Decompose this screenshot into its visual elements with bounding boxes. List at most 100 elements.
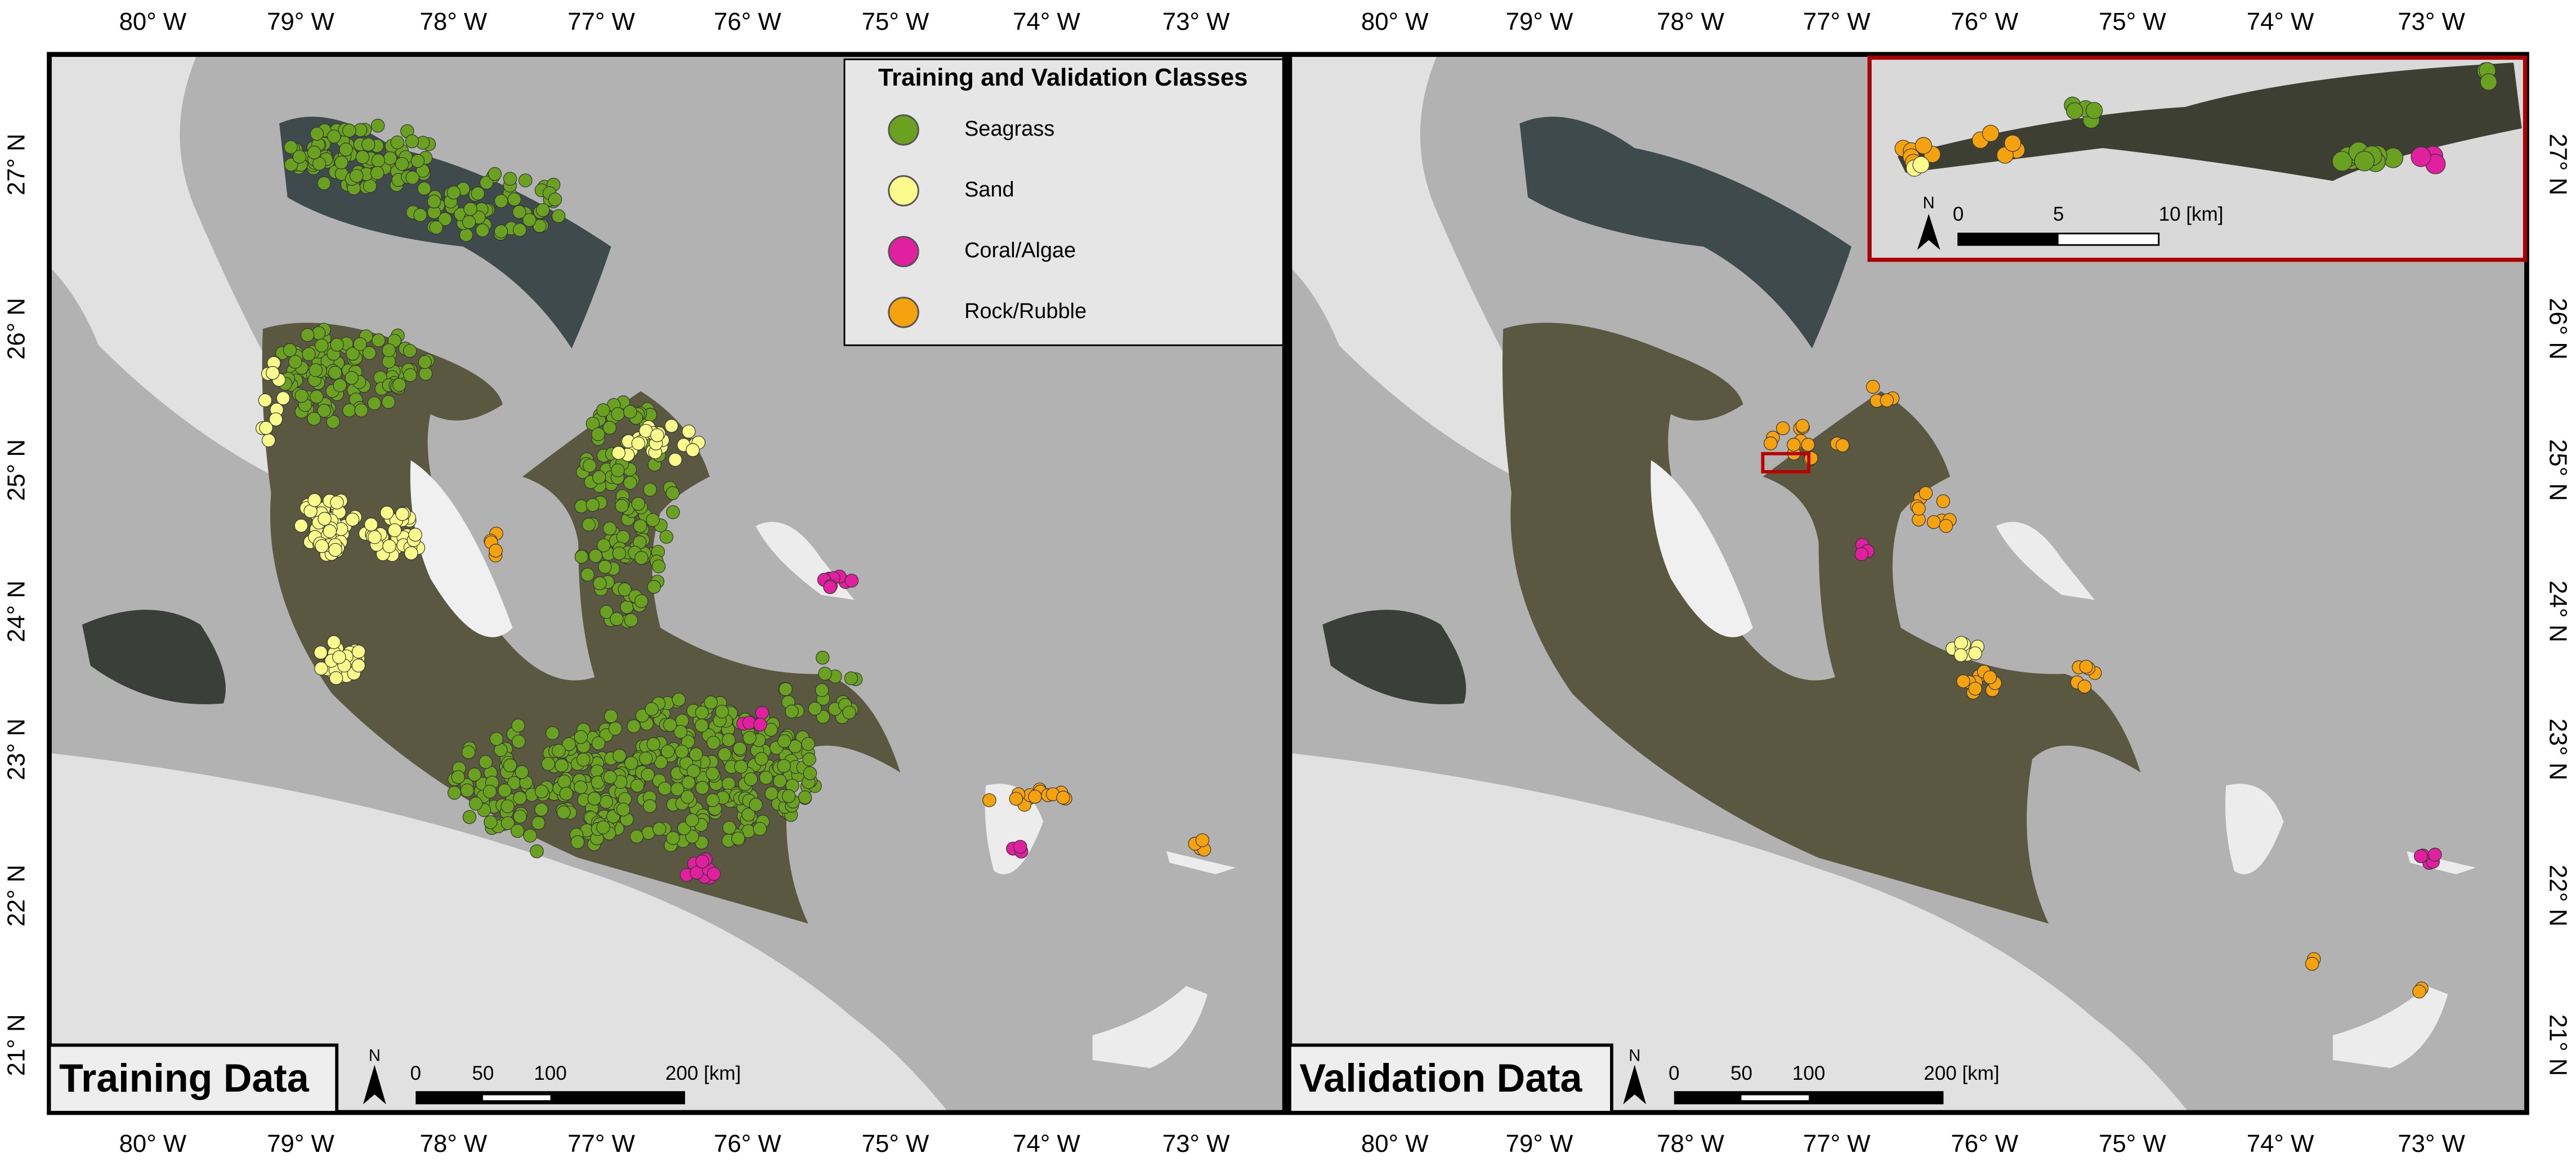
sample-point <box>706 866 721 881</box>
sample-point <box>754 752 768 766</box>
sample-point <box>333 378 347 392</box>
scale-label: 200 [km] <box>665 1062 741 1084</box>
sample-point <box>1787 437 1801 452</box>
sample-point <box>633 519 647 533</box>
sample-point <box>1854 547 1869 561</box>
sample-point <box>681 735 695 749</box>
longitude-label: 78° W <box>420 8 488 35</box>
sample-point <box>659 530 674 544</box>
sample-point <box>459 228 473 242</box>
latitude-label: 26° N <box>2544 298 2571 360</box>
sample-point <box>1912 156 1930 173</box>
sample-point <box>764 786 779 801</box>
sample-point <box>446 185 461 200</box>
legend-title: Training and Validation Classes <box>878 64 1248 91</box>
sample-point <box>570 835 585 850</box>
sample-point <box>307 493 322 507</box>
sample-point <box>650 428 664 443</box>
sample-point <box>612 749 627 763</box>
sample-point <box>610 612 624 626</box>
sample-point <box>342 123 356 138</box>
sample-point <box>666 505 680 520</box>
sample-point <box>611 463 625 477</box>
sample-point <box>686 443 700 457</box>
sample-point <box>533 219 547 233</box>
sample-point <box>638 752 653 766</box>
sample-point <box>643 799 657 814</box>
sample-point <box>1918 486 1933 500</box>
sample-point <box>518 173 533 187</box>
sample-point <box>361 137 375 151</box>
longitude-label: 75° W <box>2099 1130 2166 1157</box>
sample-point <box>1956 674 1970 689</box>
sample-point <box>494 194 508 208</box>
longitude-label: 73° W <box>2398 1130 2465 1157</box>
legend-swatch <box>888 236 919 267</box>
sample-point <box>314 662 328 676</box>
sample-point <box>627 719 641 734</box>
sample-point <box>370 166 384 180</box>
sample-point <box>982 793 996 807</box>
sample-point <box>777 759 791 773</box>
sample-point <box>2480 73 2497 91</box>
sample-point <box>753 821 767 836</box>
sample-point <box>777 734 791 748</box>
sample-point <box>641 767 655 782</box>
sample-point <box>429 220 443 235</box>
map-validation <box>1289 54 2527 1113</box>
sample-point <box>686 764 701 779</box>
sample-point <box>1056 790 1070 805</box>
sample-point <box>818 667 832 681</box>
sample-point <box>404 546 418 560</box>
sample-point <box>328 365 342 380</box>
sample-point <box>574 780 588 794</box>
sample-point <box>489 543 503 558</box>
longitude-label: 74° W <box>1013 1130 1080 1157</box>
scale-label: 50 <box>472 1062 494 1084</box>
sample-point <box>722 820 736 835</box>
sample-point <box>307 412 321 426</box>
sample-point <box>381 395 396 409</box>
sample-point <box>755 706 770 720</box>
sample-point <box>705 766 720 781</box>
sample-point <box>600 605 614 619</box>
sample-point <box>314 645 328 660</box>
sample-point <box>562 737 576 752</box>
sample-point <box>1880 393 1894 408</box>
sample-point <box>666 831 680 845</box>
sample-point <box>2004 135 2022 152</box>
sample-point <box>541 757 556 771</box>
longitude-label: 79° W <box>1506 8 1573 35</box>
sample-point <box>695 705 709 719</box>
sample-point <box>380 506 394 520</box>
scale-label: 200 [km] <box>1924 1062 1999 1084</box>
legend-swatch <box>888 297 919 328</box>
sample-point <box>658 781 672 795</box>
sample-point <box>461 745 476 759</box>
panel-title-box <box>47 1043 339 1115</box>
sample-point <box>647 580 661 594</box>
sample-point <box>368 530 382 544</box>
sample-point <box>405 171 419 185</box>
sample-point <box>512 223 527 237</box>
sample-point <box>670 782 685 796</box>
sample-point <box>498 783 512 798</box>
sample-point <box>616 802 630 817</box>
sample-point <box>596 403 610 417</box>
sample-point <box>596 820 610 834</box>
sample-point <box>392 378 406 392</box>
sample-point <box>467 767 482 782</box>
sample-point <box>576 752 591 767</box>
sample-point <box>2077 680 2092 694</box>
sample-point <box>339 142 353 157</box>
sample-point <box>311 326 326 340</box>
sample-point <box>611 407 625 421</box>
sample-point <box>276 391 290 405</box>
sample-point <box>744 772 758 786</box>
sample-point <box>1866 379 1880 394</box>
sample-point <box>507 192 522 207</box>
sample-point <box>511 824 525 838</box>
sample-point <box>503 172 517 186</box>
longitude-label: 73° W <box>1162 8 1230 35</box>
legend-label: Rock/Rubble <box>964 300 1086 323</box>
